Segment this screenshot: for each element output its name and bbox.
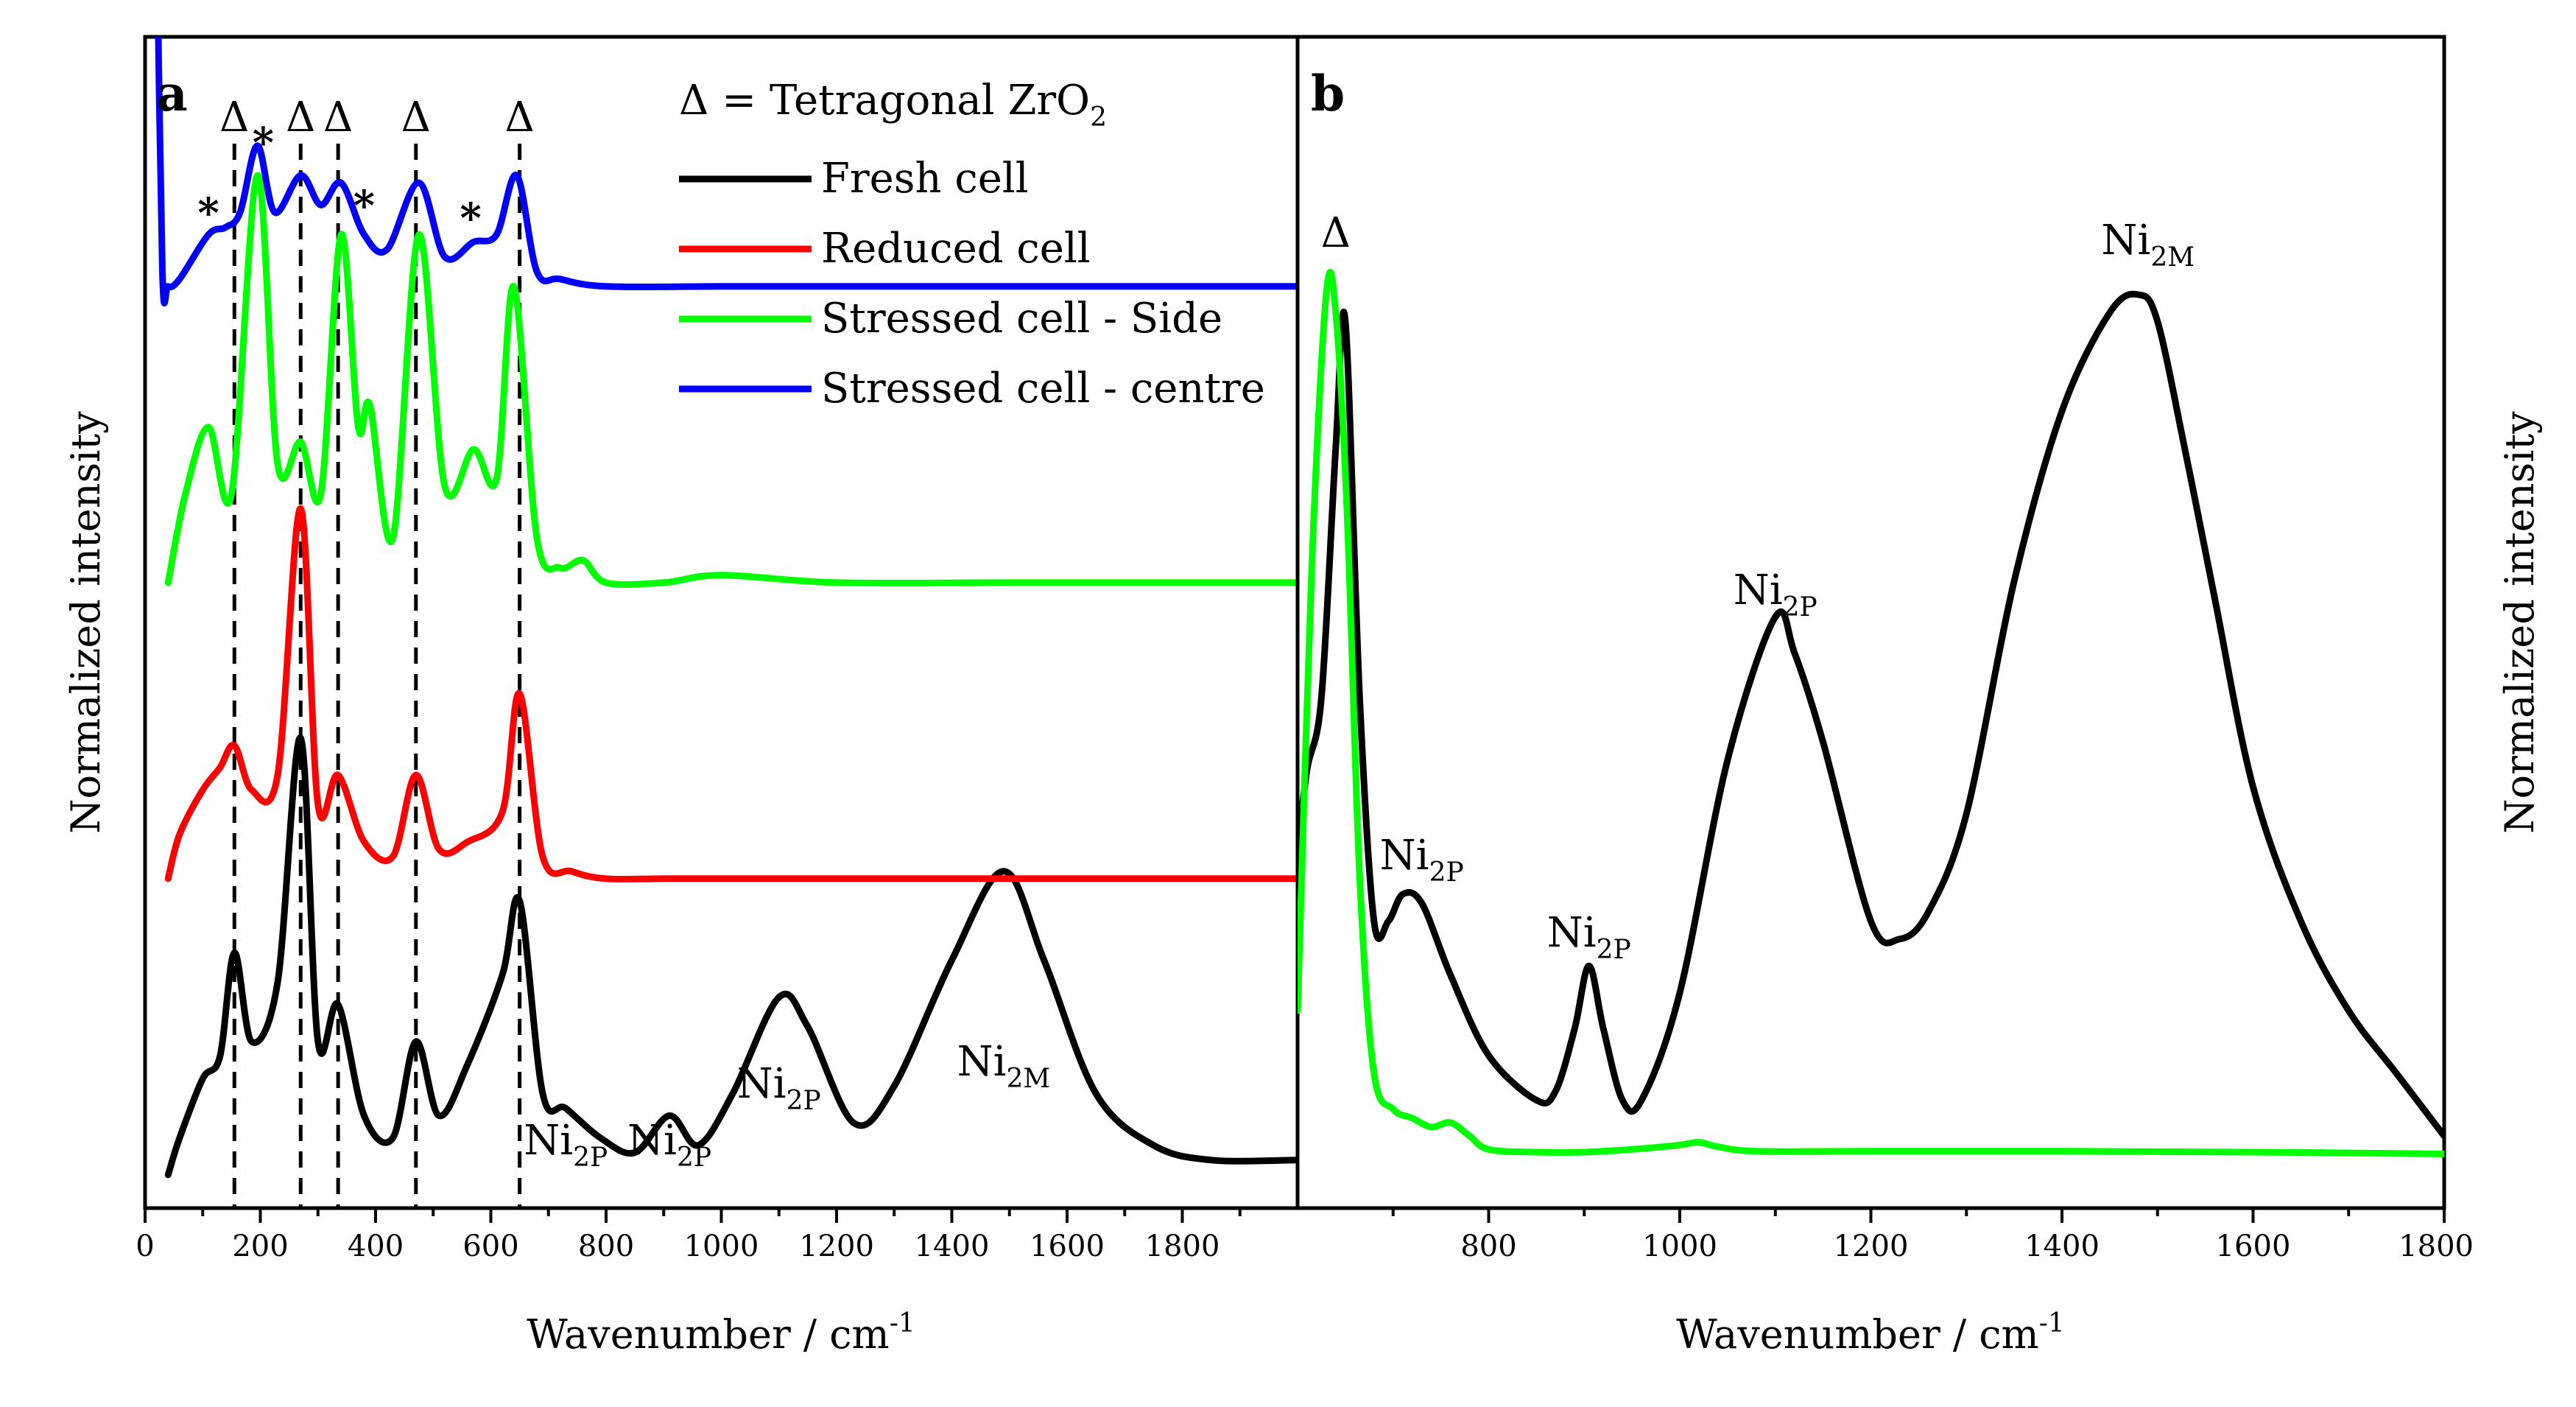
panel-a-peak-label-1-base: Ni: [627, 1117, 677, 1165]
panel-b-peak-label-1-sub: 2P: [1597, 935, 1631, 965]
star-marker-1: *: [253, 119, 274, 167]
panel-b-peak-label-1-base: Ni: [1547, 909, 1597, 957]
panel-a-tick-labels: 0 200 400 600 800 1000 1200 1400 1600 1800: [136, 1229, 1220, 1263]
panel-b-tick-label-3: 1400: [2024, 1229, 2100, 1263]
panel-b-xlabel-sup: -1: [2039, 1308, 2065, 1338]
panel-b-series: [1298, 269, 2444, 1157]
panel-b-peak-label-0: Ni2P: [1380, 832, 1464, 888]
panel-a-peak-label-3-sub: 2M: [1007, 1064, 1051, 1094]
panel-a-tick-label-0: 0: [136, 1229, 154, 1263]
panel-a-peak-label-3: Ni2M: [957, 1038, 1051, 1094]
panel-b-series-0: [1298, 290, 2444, 1140]
legend-title-sub: 2: [1090, 102, 1107, 133]
panel-b-delta-marker: Δ: [1321, 209, 1351, 257]
panel-b-peak-label-2-base: Ni: [1734, 566, 1783, 614]
star-marker-2: *: [353, 181, 375, 230]
panel-a-tick-label-7: 1400: [915, 1229, 990, 1263]
panel-a-tick-label-3: 600: [462, 1229, 518, 1263]
panel-a-ylabel: Normalized intensity: [63, 411, 109, 834]
panel-a-peak-label-0: Ni2P: [524, 1117, 608, 1173]
panel-b-tick-label-0: 800: [1460, 1229, 1516, 1263]
panel-a-xlabel-main: Wavenumber / cm: [527, 1311, 890, 1358]
panel-a-peak-label-2-sub: 2P: [786, 1086, 821, 1116]
panel-b-peak-label-3: Ni2M: [2101, 217, 2195, 273]
legend-label-3: Stressed cell - centre: [821, 365, 1265, 413]
panel-a-tick-label-2: 400: [348, 1229, 404, 1263]
star-marker-0: *: [197, 189, 219, 237]
panel-a-peak-label-0-base: Ni: [524, 1117, 573, 1165]
legend-label-2: Stressed cell - Side: [821, 295, 1222, 343]
panel-b-peak-label-3-sub: 2M: [2150, 242, 2195, 273]
panel-a-star-markers: * * * *: [197, 119, 481, 243]
panel-b-ticks: [1391, 1208, 2446, 1223]
panel-letter-a: a: [156, 65, 188, 122]
panel-a-tick-label-8: 1600: [1030, 1229, 1105, 1263]
panel-a-peak-label-1: Ni2P: [627, 1117, 711, 1173]
panel-b-tick-label-5: 1800: [2399, 1229, 2474, 1263]
legend-title: Δ = Tetragonal ZrO2: [679, 77, 1107, 133]
panel-a-xlabel-sup: -1: [890, 1308, 915, 1338]
panel-b-peak-label-2: Ni2P: [1734, 566, 1817, 622]
legend-title-main: Δ = Tetragonal ZrO: [679, 77, 1090, 124]
legend-label-0: Fresh cell: [821, 155, 1029, 203]
panel-a-xlabel: Wavenumber / cm-1: [527, 1308, 915, 1358]
panel-a-series: [155, 37, 1298, 1179]
panel-b-peak-label-3-base: Ni: [2101, 217, 2150, 264]
delta-marker-1: Δ: [286, 94, 315, 141]
panel-b-series-1: [1298, 269, 2444, 1157]
panel-a-series-1: [164, 505, 1298, 883]
panel-a-series-0: [164, 734, 1298, 1179]
panel-b-tick-label-4: 1600: [2216, 1229, 2291, 1263]
panel-b-xlabel: Wavenumber / cm-1: [1676, 1308, 2065, 1358]
panel-b-xlabel-main: Wavenumber / cm: [1676, 1311, 2039, 1358]
panel-a-peak-label-2: Ni2P: [737, 1060, 821, 1116]
legend-label-1: Reduced cell: [821, 225, 1091, 273]
delta-marker-3: Δ: [401, 94, 431, 141]
panel-a-tick-label-1: 200: [232, 1229, 288, 1263]
delta-marker-0: Δ: [219, 94, 249, 141]
panel-a-peak-label-1-sub: 2P: [677, 1143, 711, 1173]
panel-a-peak-label-0-sub: 2P: [573, 1143, 608, 1173]
delta-marker-4: Δ: [504, 94, 534, 141]
panel-a-tick-label-9: 1800: [1145, 1229, 1220, 1263]
panel-a-series-2: [164, 172, 1298, 588]
delta-marker-2: Δ: [323, 94, 353, 141]
panel-b-tick-labels: 800 1000 1200 1400 1600 1800: [1460, 1229, 2474, 1263]
tetragonal-zro2-lines: [232, 144, 522, 1208]
legend: Δ = Tetragonal ZrO2 Fresh cell Reduced ce…: [679, 77, 1265, 413]
panel-b-tick-label-2: 1200: [1834, 1229, 1909, 1263]
panel-b: 800 1000 1200 1400 1600 1800 Ni2PNi2PNi2PNi2M…: [1295, 35, 2543, 1358]
panel-a-series-3: [155, 37, 1298, 307]
panel-b-tick-label-1: 1000: [1642, 1229, 1717, 1263]
panel-a-peak-label-3-base: Ni: [957, 1038, 1007, 1086]
panel-b-peak-label-1: Ni2P: [1547, 909, 1631, 965]
panel-b-peak-label-0-sub: 2P: [1429, 857, 1464, 888]
panel-b-ylabel: Normalized intensity: [2496, 411, 2543, 834]
panel-a-tick-label-6: 1200: [799, 1229, 874, 1263]
star-marker-3: *: [460, 194, 481, 242]
panel-b-peak-label-0-base: Ni: [1380, 832, 1429, 880]
panel-a-peak-label-2-base: Ni: [737, 1060, 786, 1108]
panel-b-peak-label-2-sub: 2P: [1783, 592, 1817, 622]
panel-a-tick-label-5: 1000: [684, 1229, 759, 1263]
panel-a-ticks: [144, 1208, 1242, 1223]
panel-a-tick-label-4: 800: [578, 1229, 634, 1263]
panel-letter-b: b: [1311, 65, 1345, 122]
panel-b-frame: [1295, 35, 2446, 1210]
